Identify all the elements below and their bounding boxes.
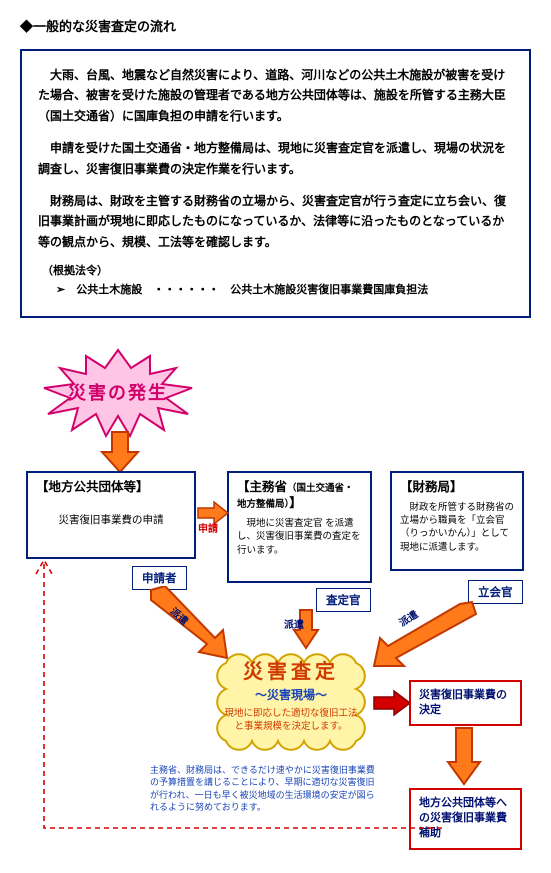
arrow-star-to-a (98, 430, 142, 474)
box-b-body: 現地に災害査定官 を派遣し、災害復旧事業費の査定を行います。 (237, 517, 362, 557)
intro-box: 大雨、台風、地震など自然災害により、道路、河川などの公共土木施設が被害を受けた場… (20, 49, 531, 318)
flow-diagram: 災害の発生 【地方公共団体等】 災害復旧事業費の申請 【主務省（国土交通省・地方… (20, 348, 531, 840)
apply-label: 申請 (198, 520, 218, 535)
legal-basis-heading: （根拠法令） (42, 262, 513, 281)
legal-basis-line: ➢ 公共土木施設 ・・・・・・ 公共土木施設災害復旧事業費国庫負担法 (56, 281, 513, 300)
box-local-gov: 【地方公共団体等】 災害復旧事業費の申請 (26, 471, 196, 559)
box-c-body: 財政を所管する財務省の立場から職員を「立会官（りっかいかん）」として現地に派遣し… (400, 501, 514, 554)
legal-basis: （根拠法令） ➢ 公共土木施設 ・・・・・・ 公共土木施設災害復旧事業費国庫負担… (42, 262, 513, 299)
box-b-title: 【主務省（国土交通省・地方整備局）】 (237, 479, 362, 512)
box-finance: 【財務局】 財政を所管する財務省の立場から職員を「立会官（りっかいかん）」として… (390, 471, 524, 571)
box-a-body: 災害復旧事業費の申請 (36, 513, 186, 528)
page-title: ◆一般的な災害査定の流れ (20, 16, 531, 35)
disaster-label: 災害の発生 (38, 348, 198, 438)
box-a-title: 【地方公共団体等】 (36, 479, 186, 495)
intro-p1: 大雨、台風、地震など自然災害により、道路、河川などの公共土木施設が被害を受けた場… (38, 65, 513, 126)
intro-p2: 申請を受けた国土交通省・地方整備局は、現地に災害査定官を派遣し、現場の状況を調査… (38, 138, 513, 179)
dashed-return-path (24, 558, 529, 838)
intro-p3: 財務局は、財政を主管する財務省の立場から、災害査定官が行う査定に立ち会い、復旧事… (38, 191, 513, 252)
box-c-title: 【財務局】 (400, 479, 514, 495)
disaster-starburst: 災害の発生 (38, 348, 198, 438)
